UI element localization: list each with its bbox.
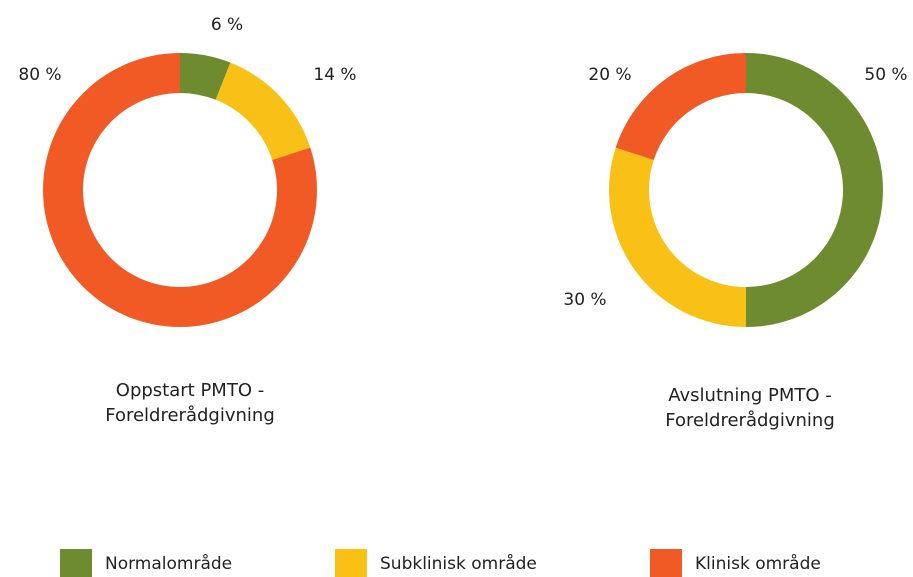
legend-swatch <box>60 549 92 577</box>
data-label: 80 % <box>18 65 61 85</box>
slice <box>746 53 883 327</box>
data-label: 14 % <box>313 65 356 85</box>
legend-label: Klinisk område <box>695 553 821 574</box>
chart-title: Oppstart PMTO - Foreldrerådgivning <box>105 380 275 426</box>
legend-label: Subklinisk område <box>380 553 537 574</box>
data-label: 30 % <box>563 290 606 310</box>
data-label: 6 % <box>211 15 243 35</box>
data-label: 20 % <box>588 65 631 85</box>
data-label: 50 % <box>864 65 907 85</box>
slice <box>180 53 231 100</box>
legend-swatch <box>335 549 367 577</box>
legend-swatch <box>650 549 682 577</box>
slice <box>215 62 311 161</box>
legend-label: Normalområde <box>105 553 232 574</box>
slice <box>615 53 746 161</box>
chart-title: Avslutning PMTO - Foreldrerådgivning <box>665 385 835 431</box>
slice <box>609 147 746 327</box>
